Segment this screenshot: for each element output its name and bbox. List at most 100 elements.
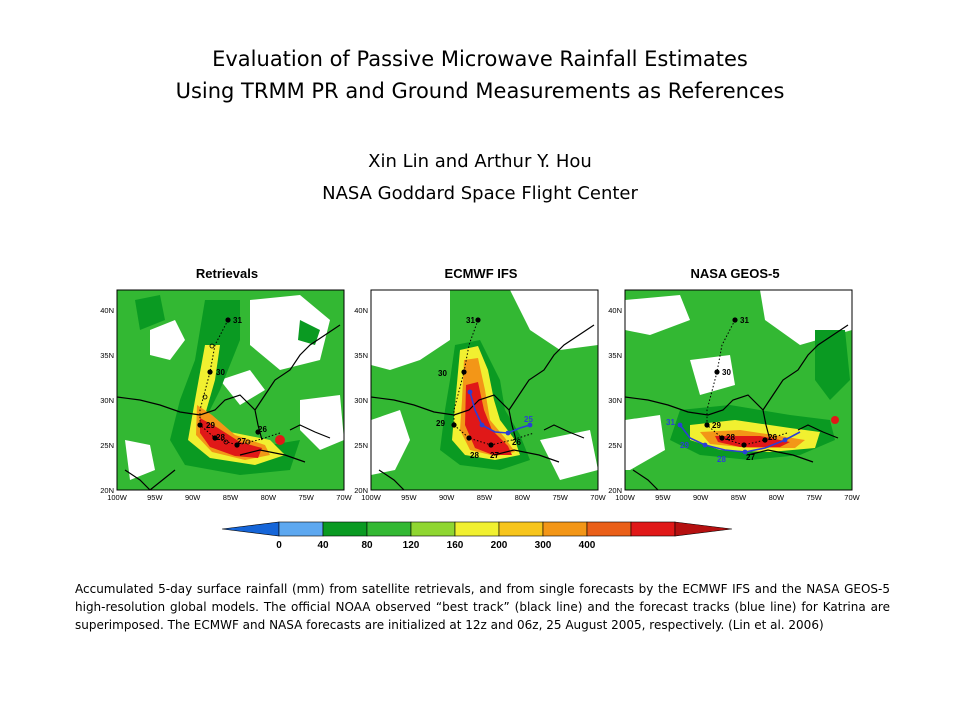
best-track-line	[704, 317, 788, 448]
colorbar-segment	[542, 521, 588, 537]
map-panel-geos: 31 30 29 28 27 26 31 29 28	[624, 289, 853, 491]
colorbar-segment	[366, 521, 412, 537]
lat-tick-label: 30N	[100, 396, 114, 405]
slide-title-line-2: Using TRMM PR and Ground Measurements as…	[175, 79, 785, 103]
panel-title-geos: NASA GEOS-5	[690, 266, 780, 281]
author-names: Xin Lin and Arthur Y. Hou	[368, 151, 592, 172]
track-label: 29	[436, 419, 445, 428]
lat-tick-label: 25N	[608, 441, 622, 450]
lon-tick-label: 75W	[298, 493, 314, 502]
colorbar-segment	[322, 521, 368, 537]
colorbar-tick-label: 120	[403, 540, 420, 551]
track-label: 28	[726, 433, 735, 442]
lon-tick-label: 95W	[401, 493, 417, 502]
forecast-track-label: 29	[680, 441, 689, 450]
lon-tick-label: 70W	[590, 493, 606, 502]
lon-tick-label: 75W	[552, 493, 568, 502]
forecast-track-label: 25	[524, 415, 533, 424]
colorbar-labels: 0 40 80 120 160 200 300 400	[276, 540, 596, 551]
track-label: 26	[258, 425, 267, 434]
track-label: 27	[237, 437, 246, 446]
colorbar-segment	[278, 521, 324, 537]
colorbar-tick-label: 400	[579, 540, 596, 551]
light-rain-areas	[125, 295, 344, 480]
colorbar-tick-label: 300	[535, 540, 552, 551]
track-label: 31	[233, 316, 242, 325]
colorbar-tick-label: 80	[361, 540, 373, 551]
colorbar-segment	[674, 521, 733, 537]
track-label: 28	[470, 451, 479, 460]
track-label: 29	[712, 421, 721, 430]
lon-tick-label: 70W	[336, 493, 352, 502]
lat-tick-label: 40N	[100, 306, 114, 315]
panel-title-retrievals: Retrievals	[195, 266, 259, 281]
colorbar	[221, 521, 733, 537]
lon-tick-label: 75W	[806, 493, 822, 502]
colorbar-tick-label: 40	[317, 540, 329, 551]
coastlines	[625, 324, 849, 490]
lat-tick-label: 20N	[100, 486, 114, 495]
track-label: 26	[768, 433, 777, 442]
extreme-rain-core	[715, 416, 839, 447]
track-label: 31	[740, 316, 749, 325]
colorbar-segment	[630, 521, 676, 537]
forecast-track-label: 31	[666, 418, 675, 427]
author-affiliation: NASA Goddard Space Flight Center	[322, 183, 638, 204]
forecast-track-line	[677, 422, 801, 455]
lon-tick-label: 70W	[844, 493, 860, 502]
colorbar-tick-label: 0	[276, 540, 282, 551]
slide-title-line-1: Evaluation of Passive Microwave Rainfall…	[212, 47, 748, 71]
colorbar-segment	[410, 521, 456, 537]
track-label: 31	[466, 316, 475, 325]
figure-caption: Accumulated 5-day surface rainfall (mm) …	[75, 582, 890, 632]
lat-tick-label: 25N	[354, 441, 368, 450]
best-track-line	[451, 317, 535, 448]
lat-tick-label: 35N	[608, 351, 622, 360]
lat-tick-label: 20N	[608, 486, 622, 495]
lon-tick-label: 90W	[439, 493, 455, 502]
lon-tick-label: 85W	[223, 493, 239, 502]
track-label: 29	[206, 421, 215, 430]
forecast-track-label: 28	[717, 455, 726, 464]
lon-tick-label: 85W	[477, 493, 493, 502]
lat-tick-label: 20N	[354, 486, 368, 495]
colorbar-segment	[498, 521, 544, 537]
track-label: 27	[746, 453, 755, 462]
lon-tick-label: 80W	[261, 493, 277, 502]
lat-tick-label: 30N	[608, 396, 622, 405]
best-track-line	[197, 317, 281, 448]
lon-tick-label: 100W	[107, 493, 128, 502]
map-panel-ecmwf: 31 30 29 28 27 26 25	[370, 289, 599, 491]
extreme-rain-core	[200, 418, 285, 458]
extreme-rain-core	[465, 382, 512, 455]
lat-tick-label: 35N	[100, 351, 114, 360]
light-rain-areas	[371, 290, 598, 480]
lon-tick-label: 95W	[147, 493, 163, 502]
map-panel-retrievals: 31 30 29 28 27 26	[116, 289, 345, 491]
forecast-track-line	[467, 389, 533, 436]
coastlines	[371, 324, 595, 490]
track-label: 26	[512, 438, 521, 447]
lon-tick-label: 90W	[693, 493, 709, 502]
lon-tick-label: 85W	[731, 493, 747, 502]
lon-tick-label: 100W	[361, 493, 382, 502]
track-label: 30	[438, 369, 447, 378]
lon-tick-label: 80W	[769, 493, 785, 502]
track-label: 27	[490, 451, 499, 460]
colorbar-tick-label: 160	[447, 540, 464, 551]
coastlines	[117, 324, 341, 490]
lat-tick-label: 40N	[608, 306, 622, 315]
lat-tick-label: 30N	[354, 396, 368, 405]
track-label: 30	[216, 368, 225, 377]
lat-tick-label: 35N	[354, 351, 368, 360]
track-label: 30	[722, 368, 731, 377]
lat-tick-label: 25N	[100, 441, 114, 450]
track-label: 28	[216, 433, 225, 442]
colorbar-segment	[221, 521, 280, 537]
colorbar-segment	[454, 521, 500, 537]
lon-tick-label: 90W	[185, 493, 201, 502]
lon-tick-label: 80W	[515, 493, 531, 502]
lat-tick-label: 40N	[354, 306, 368, 315]
